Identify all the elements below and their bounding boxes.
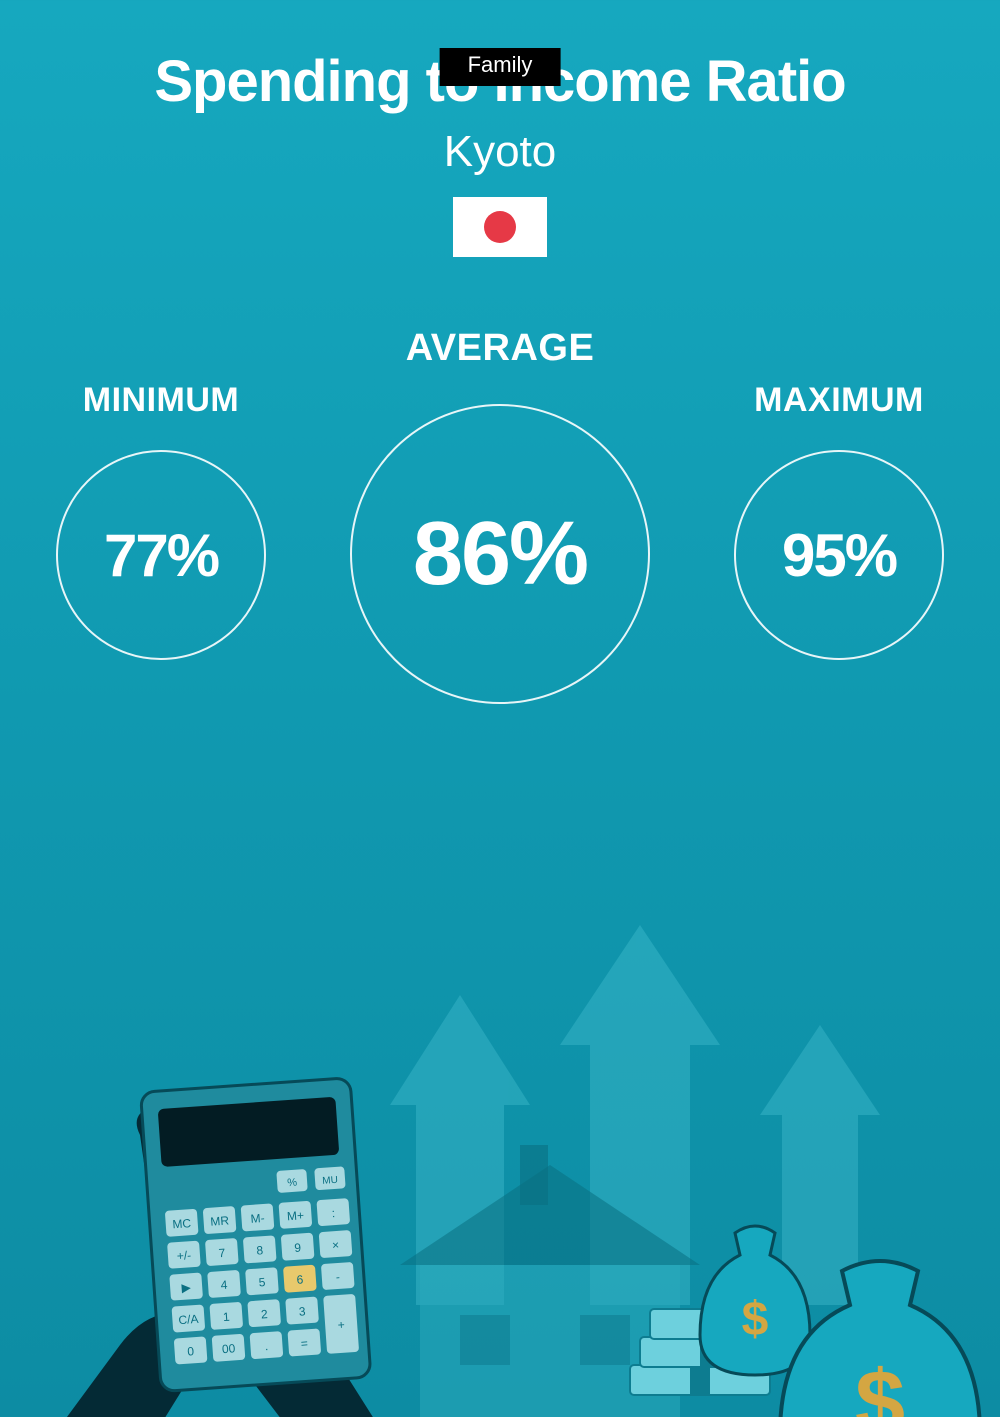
svg-text:%: %: [287, 1177, 298, 1190]
stats-container: MINIMUM 77% AVERAGE 86% MAXIMUM 95%: [0, 327, 1000, 747]
svg-text:$: $: [855, 1353, 905, 1417]
stat-minimum-label: MINIMUM: [83, 381, 239, 420]
svg-text:+: +: [337, 1318, 345, 1332]
svg-text:M-: M-: [250, 1211, 265, 1226]
svg-text:M+: M+: [286, 1208, 304, 1223]
svg-text:+/-: +/-: [176, 1248, 191, 1263]
stat-average-value: 86%: [413, 503, 587, 606]
svg-text:1: 1: [223, 1310, 231, 1324]
svg-text:9: 9: [294, 1240, 302, 1254]
flag-dot: [484, 211, 516, 243]
stat-maximum-value: 95%: [782, 521, 896, 590]
location-name: Kyoto: [0, 127, 1000, 177]
svg-text:6: 6: [296, 1272, 304, 1286]
svg-text:0: 0: [187, 1344, 195, 1358]
stat-minimum-circle: 77%: [56, 450, 266, 660]
stat-maximum: MAXIMUM 95%: [734, 381, 944, 660]
svg-text:MU: MU: [322, 1175, 338, 1187]
svg-text:5: 5: [258, 1275, 266, 1289]
svg-text:8: 8: [256, 1243, 264, 1257]
stat-maximum-circle: 95%: [734, 450, 944, 660]
svg-text:7: 7: [218, 1246, 226, 1260]
stat-minimum: MINIMUM 77%: [56, 381, 266, 660]
svg-text:▶: ▶: [181, 1280, 192, 1295]
svg-text:00: 00: [221, 1341, 236, 1356]
svg-text:$: $: [742, 1293, 769, 1346]
stat-average-circle: 86%: [350, 404, 650, 704]
stat-minimum-value: 77%: [104, 521, 218, 590]
stat-average-label: AVERAGE: [406, 327, 595, 370]
svg-text:-: -: [335, 1270, 340, 1284]
svg-text:2: 2: [260, 1307, 268, 1321]
svg-text:=: =: [300, 1336, 308, 1350]
stat-average: AVERAGE 86%: [350, 327, 650, 704]
svg-text:MR: MR: [210, 1213, 230, 1228]
svg-text:4: 4: [220, 1278, 228, 1292]
svg-text:C/A: C/A: [178, 1312, 199, 1327]
illustration: $ $ % MU MC MR: [0, 845, 1000, 1417]
category-badge: Family: [440, 48, 561, 86]
svg-text::: :: [331, 1206, 335, 1220]
svg-text:×: ×: [332, 1238, 340, 1252]
svg-text:.: .: [264, 1339, 268, 1353]
svg-text:MC: MC: [172, 1216, 192, 1231]
svg-text:3: 3: [298, 1304, 306, 1318]
stat-maximum-label: MAXIMUM: [754, 381, 924, 420]
japan-flag-icon: [453, 197, 547, 257]
